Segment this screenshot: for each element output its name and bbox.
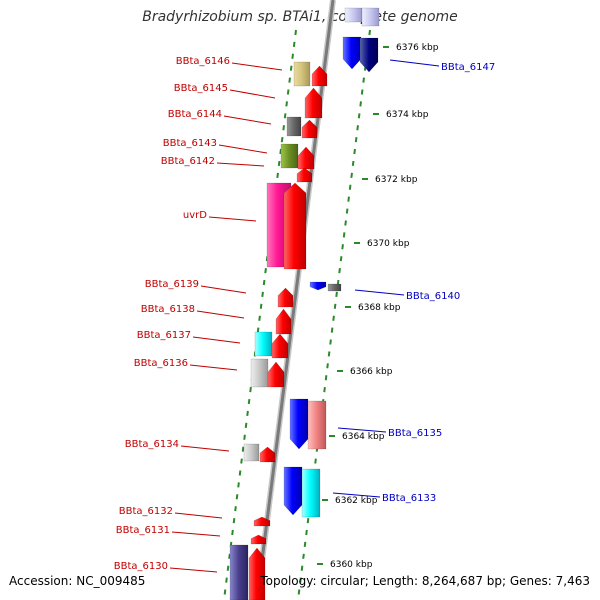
gene-label-reverse: BBta_6135 xyxy=(388,428,442,439)
gene-label-reverse: BBta_6133 xyxy=(382,493,436,504)
gene-glyph xyxy=(280,143,299,169)
label-leader-line xyxy=(231,62,283,71)
label-leader-line xyxy=(218,144,268,154)
label-leader-line xyxy=(169,567,218,573)
accession-label: Accession: NC_009485 xyxy=(9,574,146,588)
gene-label-forward: BBta_6136 xyxy=(134,358,188,369)
label-leader-line xyxy=(192,336,241,344)
gene-glyph xyxy=(259,446,276,463)
gene-glyph xyxy=(359,37,379,73)
kbp-tick-label: 6366 kbp xyxy=(350,367,393,377)
kbp-tick-label: 6372 kbp xyxy=(375,175,418,185)
label-leader-line xyxy=(354,289,405,296)
gene-glyph xyxy=(229,544,249,600)
label-leader-line xyxy=(208,216,257,222)
forward-gene-labels: BBta_6146 BBta_6145 BBta_6144 BBta_6143 BBta… xyxy=(114,56,230,572)
gene-label-forward: BBta_6130 xyxy=(114,561,168,572)
gene-glyph xyxy=(296,167,313,183)
gene-glyph xyxy=(253,516,271,527)
gene-glyph xyxy=(275,308,292,335)
label-leader-line xyxy=(171,531,221,537)
gene-label-forward: BBta_6134 xyxy=(125,439,179,450)
kbp-tick-label: 6370 kbp xyxy=(367,239,410,249)
kbp-tick-label: 6374 kbp xyxy=(386,110,429,120)
gene-glyph xyxy=(293,61,311,87)
label-leader-line xyxy=(196,310,245,319)
label-leader-line xyxy=(180,445,230,452)
gene-glyph xyxy=(277,287,294,308)
gene-label-forward: BBta_6139 xyxy=(145,279,199,290)
gene-glyph xyxy=(283,182,307,270)
gene-glyph xyxy=(267,361,285,388)
label-leader-line xyxy=(332,492,381,498)
gene-glyph xyxy=(304,87,323,119)
genome-summary: Topology: circular; Length: 8,264,687 bp… xyxy=(260,574,590,588)
gene-glyph xyxy=(254,331,273,357)
gene-glyph xyxy=(301,468,321,518)
label-leaders xyxy=(169,59,440,573)
gene-label-forward: BBta_6143 xyxy=(163,138,217,149)
gene-glyph xyxy=(283,466,303,516)
gene-glyph xyxy=(327,283,342,292)
gene-label-forward: BBta_6146 xyxy=(176,56,230,67)
gene-label-reverse: BBta_6147 xyxy=(441,62,495,73)
gene-label-forward: BBta_6138 xyxy=(141,304,195,315)
gene-glyph xyxy=(286,116,302,137)
gene-label-forward: BBta_6144 xyxy=(168,109,222,120)
gene-glyph xyxy=(250,358,269,388)
kbp-tick-label: 6362 kbp xyxy=(335,496,378,506)
kbp-tick-label: 6376 kbp xyxy=(396,43,439,53)
gene-glyph xyxy=(361,7,380,27)
gene-label-forward: BBta_6132 xyxy=(119,506,173,517)
reverse-gene-labels: BBta_6147 BBta_6140 BBta_6135 BBta_6133 xyxy=(382,62,495,504)
gene-glyph xyxy=(342,36,362,70)
gene-label-forward: uvrD xyxy=(183,210,207,221)
gene-glyph xyxy=(311,65,328,87)
gene-glyph xyxy=(297,146,315,170)
label-leader-line xyxy=(200,285,247,294)
gene-track xyxy=(229,7,380,600)
gene-label-forward: BBta_6142 xyxy=(161,156,215,167)
label-leader-line xyxy=(337,427,387,433)
label-leader-line xyxy=(189,364,238,371)
kbp-tick-group: 6376 kbp 6374 kbp 6372 kbp 6370 kbp 6368 kbp… xyxy=(317,43,439,570)
gene-glyph xyxy=(248,547,266,600)
gene-glyph xyxy=(250,534,267,545)
label-leader-line xyxy=(216,162,265,167)
label-leader-line xyxy=(223,115,272,125)
gene-label-forward: BBta_6137 xyxy=(137,330,191,341)
gene-glyph xyxy=(307,400,327,450)
kbp-tick-label: 6368 kbp xyxy=(358,303,401,313)
gene-glyph xyxy=(289,398,309,450)
label-leader-line xyxy=(389,59,440,67)
gene-glyph xyxy=(301,119,318,139)
kbp-tick-label: 6360 kbp xyxy=(330,560,373,570)
gene-glyph xyxy=(309,281,327,291)
label-leader-line xyxy=(229,89,276,99)
gene-glyph xyxy=(344,7,363,23)
gene-glyph xyxy=(271,333,289,359)
gene-label-forward: BBta_6131 xyxy=(116,525,170,536)
gene-label-reverse: BBta_6140 xyxy=(406,291,460,302)
label-leader-line xyxy=(174,512,223,519)
kbp-tick-label: 6364 kbp xyxy=(342,432,385,442)
gene-glyph xyxy=(243,443,260,462)
gene-label-forward: BBta_6145 xyxy=(174,83,228,94)
